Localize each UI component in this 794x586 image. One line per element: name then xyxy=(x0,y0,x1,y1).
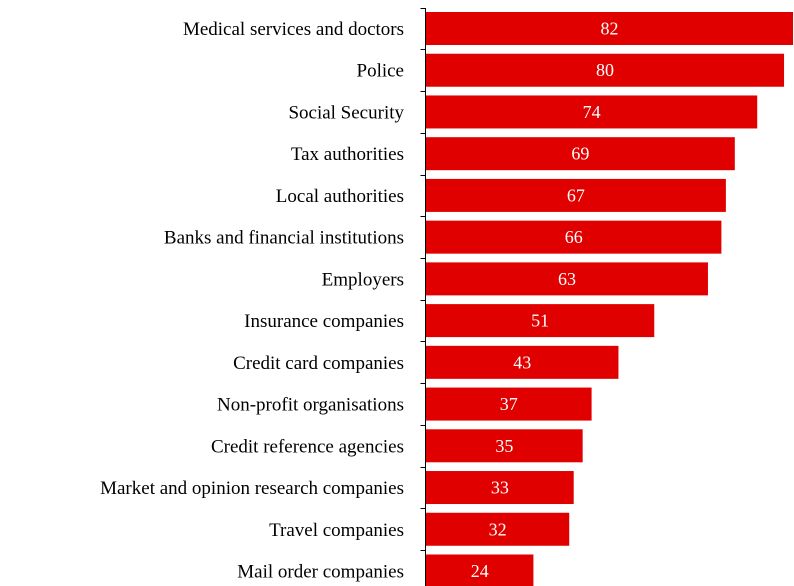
category-label: Credit reference agencies xyxy=(211,436,404,457)
category-label: Police xyxy=(357,61,405,82)
category-label: Insurance companies xyxy=(244,311,404,332)
bars-layer xyxy=(426,12,793,586)
bar xyxy=(426,220,722,254)
bar-value-label: 32 xyxy=(489,519,507,539)
bar-value-label: 63 xyxy=(558,269,576,289)
bar xyxy=(426,53,785,87)
bar-value-label: 74 xyxy=(583,102,601,122)
bar xyxy=(426,471,574,505)
category-label: Travel companies xyxy=(269,520,404,541)
bar xyxy=(426,512,570,546)
bar xyxy=(426,178,726,212)
y-axis xyxy=(420,8,426,586)
bar-value-label: 35 xyxy=(495,436,513,456)
bar xyxy=(426,345,619,379)
bar xyxy=(426,554,534,586)
bar xyxy=(426,137,735,171)
category-label: Employers xyxy=(322,269,404,290)
bar-value-label: 82 xyxy=(601,19,619,39)
bar-value-label: 37 xyxy=(500,394,518,414)
bar-value-label: 24 xyxy=(471,561,489,581)
category-labels: Medical services and doctors Police Social… xyxy=(100,19,404,582)
category-label: Non-profit organisations xyxy=(217,395,404,416)
category-label: Social Security xyxy=(288,102,404,123)
category-label: Credit card companies xyxy=(233,353,404,374)
category-label: Tax authorities xyxy=(291,144,404,165)
bar-value-label: 66 xyxy=(565,227,583,247)
bar-value-label: 69 xyxy=(571,144,589,164)
bar-value-label: 43 xyxy=(513,352,531,372)
bar xyxy=(426,12,793,45)
category-label: Local authorities xyxy=(276,186,404,207)
bar-value-label: 67 xyxy=(567,185,585,205)
bar-value-label: 33 xyxy=(491,478,509,498)
category-label: Market and opinion research companies xyxy=(100,478,404,499)
bar xyxy=(426,304,655,338)
category-label: Mail order companies xyxy=(237,561,404,582)
category-label: Banks and financial institutions xyxy=(164,228,404,249)
bar xyxy=(426,429,583,463)
bar xyxy=(426,262,708,296)
bar-value-label: 80 xyxy=(596,60,614,80)
bar xyxy=(426,387,592,421)
value-labels: 82 80 74 69 67 66 63 51 43 37 35 33 32 24 xyxy=(471,19,619,581)
bar-value-label: 51 xyxy=(531,311,549,331)
bar xyxy=(426,95,758,129)
category-label: Medical services and doctors xyxy=(183,19,404,40)
